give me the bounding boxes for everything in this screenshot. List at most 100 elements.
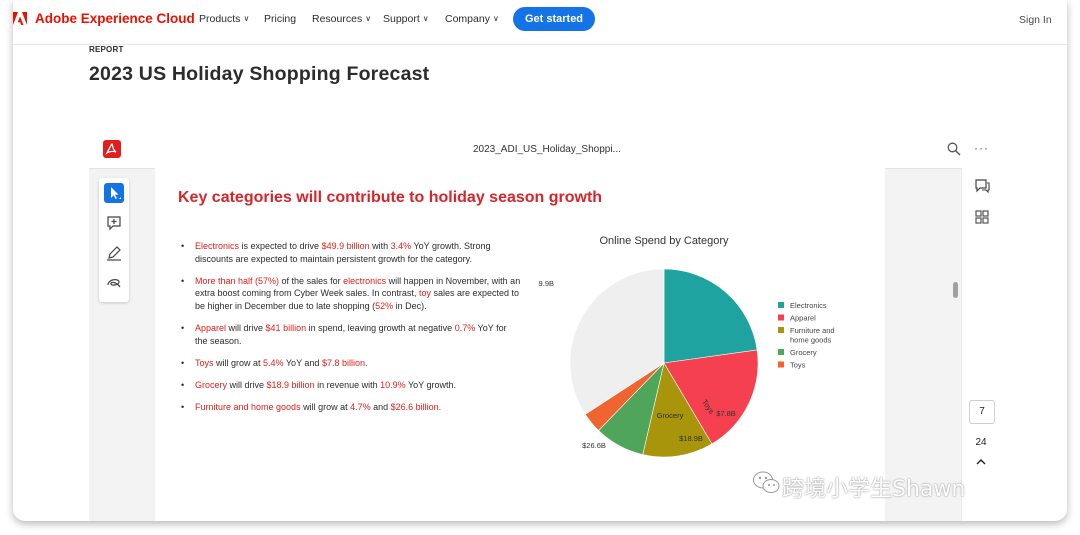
nav-pricing[interactable]: Pricing xyxy=(264,13,296,25)
body-text: will happen in November, with an extra b… xyxy=(195,275,521,299)
get-started-button[interactable]: Get started xyxy=(513,7,595,31)
wechat-icon xyxy=(753,471,780,493)
body-text: in revenue with xyxy=(314,379,381,390)
bullet-item: Furniture and home goods will grow at 4.… xyxy=(181,401,521,414)
freehand-draw-icon[interactable] xyxy=(104,273,124,293)
legend-label: Toys xyxy=(790,361,806,370)
legend-swatch xyxy=(778,349,784,355)
highlight-text: $26.6 billion. xyxy=(390,401,442,412)
watermark-text: 跨境小学生Shawn xyxy=(782,477,966,502)
brand-name[interactable]: Adobe Experience Cloud xyxy=(35,11,195,26)
bullet-item: More than half (57%) of the sales for el… xyxy=(181,275,521,313)
report-label: REPORT xyxy=(89,45,124,54)
body-text: in Dec). xyxy=(393,300,427,311)
data-label: $49.9B xyxy=(538,279,554,288)
search-icon[interactable] xyxy=(947,142,961,156)
pie-slice-furniture-and-home-goods xyxy=(642,362,713,458)
highlight-text: 52% xyxy=(375,300,394,311)
highlight-text: Furniture and home goods xyxy=(195,401,301,412)
legend-line: Grocery xyxy=(790,348,817,357)
nav-products[interactable]: Products ∨ xyxy=(199,13,249,25)
pdf-viewer: 2023_ADI_US_Holiday_Shoppi... ··· Key ca… xyxy=(89,130,1000,521)
pdf-page: Key categories will contribute to holida… xyxy=(155,168,885,521)
body-text: YoY for the season. xyxy=(195,322,507,346)
page-title: 2023 US Holiday Shopping Forecast xyxy=(89,63,430,85)
highlight-text: More than half (57%) xyxy=(195,275,280,286)
body-text: YoY and xyxy=(283,357,322,368)
body-text: will drive xyxy=(227,379,267,390)
comments-icon[interactable] xyxy=(974,178,990,194)
body-text: will drive xyxy=(226,322,266,333)
bullet-item: Electronics is expected to drive $49.9 b… xyxy=(181,240,521,265)
nav-label: Products xyxy=(199,13,241,25)
pie-slice-remainder xyxy=(569,268,665,415)
legend-swatch xyxy=(778,327,784,333)
legend-label: Apparel xyxy=(790,314,816,323)
chart-title: Online Spend by Category xyxy=(599,235,729,247)
total-pages: 24 xyxy=(975,437,987,448)
chevron-down-icon: ∨ xyxy=(243,14,250,23)
legend-swatch xyxy=(778,302,784,308)
pie-chart: Online Spend by Category $49.9B Electronic… xyxy=(538,235,835,458)
chevron-down-icon: ∨ xyxy=(492,14,499,23)
right-rail xyxy=(961,168,1000,521)
nav-label: Resources xyxy=(312,13,363,25)
nav-label: Support xyxy=(383,13,420,25)
legend-label: Furniture and home goods xyxy=(790,326,835,345)
highlight-text: electronics xyxy=(343,275,387,286)
highlight-text: $49.9 billion xyxy=(321,241,370,251)
bullet-item: Toys will grow at 5.4% YoY and $7.8 bill… xyxy=(181,357,521,370)
legend-swatch xyxy=(778,314,784,321)
legend-line: Apparel xyxy=(790,314,816,323)
document-filename: 2023_ADI_US_Holiday_Shoppi... xyxy=(473,144,621,155)
highlight-text: Apparel xyxy=(195,322,227,333)
legend-swatch xyxy=(778,361,784,368)
sign-in-link[interactable]: Sign In xyxy=(1019,14,1052,26)
bullet-list: Electronics is expected to drive $49.9 b… xyxy=(181,240,521,423)
highlight-text: 10.9% xyxy=(380,379,406,390)
highlight-text: 0.7% xyxy=(454,322,476,333)
body-text: YoY growth. xyxy=(405,379,457,390)
nav-label: Company xyxy=(445,13,490,25)
highlight-text: 3.4% xyxy=(390,241,412,251)
legend-label: Grocery xyxy=(790,348,817,357)
body-text: will grow at xyxy=(300,401,351,412)
chevron-down-icon: ∨ xyxy=(422,14,429,23)
current-page-input[interactable]: 7 xyxy=(969,400,995,424)
annotation-toolbar xyxy=(99,178,129,302)
chevron-down-icon: ∨ xyxy=(365,14,372,23)
highlight-text: 4.7% xyxy=(350,401,371,412)
bullet-item: Apparel will drive $41 billion in spend,… xyxy=(181,322,521,347)
slide-heading: Key categories will contribute to holida… xyxy=(178,189,603,206)
acrobat-pdf-icon xyxy=(103,140,121,158)
body-text: with xyxy=(369,241,391,251)
page-up-chevron-icon[interactable] xyxy=(969,458,993,469)
add-comment-icon[interactable] xyxy=(104,213,124,233)
body-text: sales are expected to be higher in Decem… xyxy=(195,288,520,311)
data-label: $7.8B xyxy=(716,409,736,418)
body-text: of the sales for xyxy=(279,275,344,286)
body-text: will grow at xyxy=(213,357,264,368)
legend-line: Furniture and xyxy=(790,326,835,335)
thumbnails-icon[interactable] xyxy=(975,210,989,224)
body-text: in spend, leaving growth at negative xyxy=(306,322,455,333)
highlight-text: Grocery xyxy=(195,379,228,390)
body-text: and xyxy=(370,401,391,412)
highlight-pen-icon[interactable] xyxy=(104,243,124,263)
data-label: $26.6B xyxy=(582,441,606,450)
more-options-icon[interactable]: ··· xyxy=(974,141,989,155)
nav-support[interactable]: Support ∨ xyxy=(383,13,429,25)
nav-company[interactable]: Company ∨ xyxy=(445,13,499,25)
nav-resources[interactable]: Resources ∨ xyxy=(312,13,371,25)
legend-line: Electronics xyxy=(790,301,827,310)
highlight-text: Electronics xyxy=(195,241,240,251)
select-cursor-icon[interactable] xyxy=(104,183,124,203)
top-nav: Adobe Experience Cloud Products ∨ Pricing R… xyxy=(13,0,1067,45)
legend-line: Toys xyxy=(790,361,806,370)
highlight-text: Toys xyxy=(195,357,214,368)
highlight-text: $7.8 billion. xyxy=(321,357,368,368)
browser-frame: Adobe Experience Cloud Products ∨ Pricing R… xyxy=(13,0,1067,521)
body-text: YoY growth. Strong discounts are expecte… xyxy=(195,241,491,264)
adobe-logo-icon[interactable] xyxy=(13,12,27,26)
scrollbar-thumb[interactable] xyxy=(953,282,958,298)
